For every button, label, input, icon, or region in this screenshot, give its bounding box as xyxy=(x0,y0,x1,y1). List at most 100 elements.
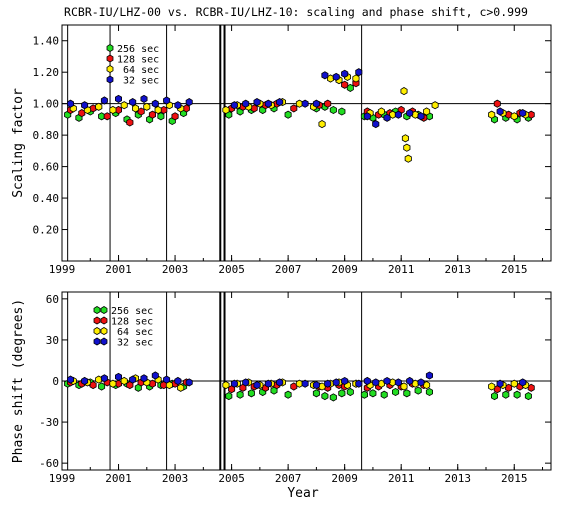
scaling-y-tick-label: 0.60 xyxy=(33,161,60,174)
scaling-x-tick-label: 2003 xyxy=(162,263,189,276)
phase-x-tick-label: 2001 xyxy=(105,472,132,485)
scaling-legend-label: 128 sec xyxy=(117,55,159,66)
scaling-legend-label: 256 sec xyxy=(117,44,159,55)
scaling-y-tick-label: 1.20 xyxy=(33,66,60,79)
phase-point-256-sec xyxy=(425,387,434,397)
phase-point-256-sec xyxy=(225,392,233,401)
scaling-legend-label: 64 sec xyxy=(117,65,159,76)
phase-point-32-sec xyxy=(81,376,89,386)
scaling-point-32-sec xyxy=(174,101,182,110)
phase-point-256-sec xyxy=(284,390,292,399)
scaling-point-64-sec xyxy=(143,102,151,111)
scaling-point-32-sec xyxy=(417,112,425,121)
scaling-plot-frame xyxy=(61,24,552,262)
scaling-point-64-sec xyxy=(431,101,439,110)
scaling-point-32-sec xyxy=(81,101,89,110)
phase-x-tick-label: 2005 xyxy=(218,472,245,485)
scaling-point-64-sec xyxy=(423,107,431,116)
phase-point-32-sec xyxy=(496,379,504,388)
scaling-point-64-sec xyxy=(400,87,408,96)
scaling-point-32-sec xyxy=(67,99,74,108)
scaling-x-tick-label: 2007 xyxy=(275,263,302,276)
scaling-point-32-sec xyxy=(129,98,137,107)
scaling-y-axis-label: Scaling factor xyxy=(11,88,26,198)
phase-point-256-sec xyxy=(502,390,510,399)
phase-point-32-sec xyxy=(394,378,402,387)
scaling-point-128-sec xyxy=(148,110,157,119)
scaling-x-tick-label: 2011 xyxy=(388,263,415,276)
phase-point-32-sec xyxy=(151,371,159,380)
scaling-y-tick-label: 1.00 xyxy=(33,98,60,111)
scaling-point-32-sec xyxy=(321,71,329,80)
scaling-point-64-sec xyxy=(131,104,140,113)
scaling-point-128-sec xyxy=(171,112,179,121)
scaling-x-tick-label: 2005 xyxy=(218,263,245,276)
scaling-point-32-sec xyxy=(332,72,340,81)
scaling-point-32-sec xyxy=(276,98,284,107)
phase-point-32-sec xyxy=(140,374,148,383)
scaling-x-tick-label: 2001 xyxy=(105,263,132,276)
scaling-point-64-sec xyxy=(488,110,496,119)
scaling-point-32-sec xyxy=(406,109,414,118)
scaling-point-64-sec xyxy=(109,105,117,115)
scaling-point-64-sec xyxy=(120,101,128,110)
phase-panel: 1999 2001 2003 2005 2007 2009 2011 2013 2015 -60 -… xyxy=(11,291,552,485)
scaling-point-64-sec xyxy=(154,105,162,115)
scaling-point-32-sec xyxy=(341,69,349,78)
phase-legend-marker xyxy=(93,306,101,314)
phase-x-tick-label: 2007 xyxy=(275,472,302,485)
phase-legend-marker xyxy=(93,327,101,335)
phase-point-256-sec xyxy=(414,386,422,395)
scaling-point-32-sec xyxy=(253,98,261,107)
scaling-legend-marker xyxy=(106,54,114,63)
x-axis-label: Year xyxy=(287,486,318,501)
phase-point-32-sec xyxy=(332,378,340,387)
phase-point-256-sec xyxy=(321,392,329,401)
phase-point-256-sec xyxy=(329,393,337,402)
phase-point-256-sec xyxy=(524,392,532,401)
phase-legend-marker xyxy=(100,337,108,346)
phase-point-64-sec xyxy=(510,379,518,388)
phase-point-32-sec xyxy=(355,379,363,388)
phase-point-256-sec xyxy=(403,389,411,398)
scaling-point-32-sec xyxy=(355,68,363,77)
scaling-legend-marker xyxy=(106,44,114,52)
phase-legend-marker xyxy=(93,337,101,346)
scaling-legend-label: 32 sec xyxy=(117,76,159,87)
phase-point-256-sec xyxy=(380,390,388,399)
phase-point-64-sec xyxy=(120,376,128,386)
scaling-point-32-sec xyxy=(242,99,250,108)
scaling-point-128-sec xyxy=(290,104,298,113)
phase-point-256-sec xyxy=(360,390,369,399)
scaling-y-tick-label: 0.40 xyxy=(33,192,60,205)
phase-x-tick-label: 2011 xyxy=(388,472,415,485)
scaling-point-32-sec xyxy=(140,94,148,103)
scaling-point-32-sec xyxy=(383,113,391,122)
phase-x-tick-label: 2015 xyxy=(501,472,528,485)
scaling-point-32-sec xyxy=(372,120,380,129)
phase-x-tick-label: 2003 xyxy=(162,472,189,485)
scaling-point-256-sec xyxy=(284,110,292,119)
scaling-y-tick-label: 1.40 xyxy=(33,35,60,48)
phase-point-256-sec xyxy=(247,389,255,398)
scaling-point-32-sec xyxy=(363,112,371,121)
phase-point-32-sec xyxy=(174,376,182,386)
phase-point-32-sec xyxy=(301,379,309,388)
phase-point-32-sec xyxy=(341,376,349,386)
scaling-point-64-sec xyxy=(403,143,411,152)
phase-point-256-sec xyxy=(312,389,320,398)
phase-y-tick-label: -30 xyxy=(39,416,59,429)
scaling-legend-marker xyxy=(106,75,114,84)
scaling-point-128-sec xyxy=(324,99,332,108)
scaling-point-32-sec xyxy=(151,99,159,108)
phase-point-32-sec xyxy=(519,378,527,387)
scaling-x-tick-label: 1999 xyxy=(49,263,76,276)
scaling-point-32-sec xyxy=(496,107,504,116)
scaling-point-128-sec xyxy=(182,104,190,113)
phase-point-64-sec xyxy=(222,381,230,390)
phase-point-64-sec xyxy=(177,383,185,392)
phase-y-axis-label: Phase shift (degrees) xyxy=(11,299,26,463)
